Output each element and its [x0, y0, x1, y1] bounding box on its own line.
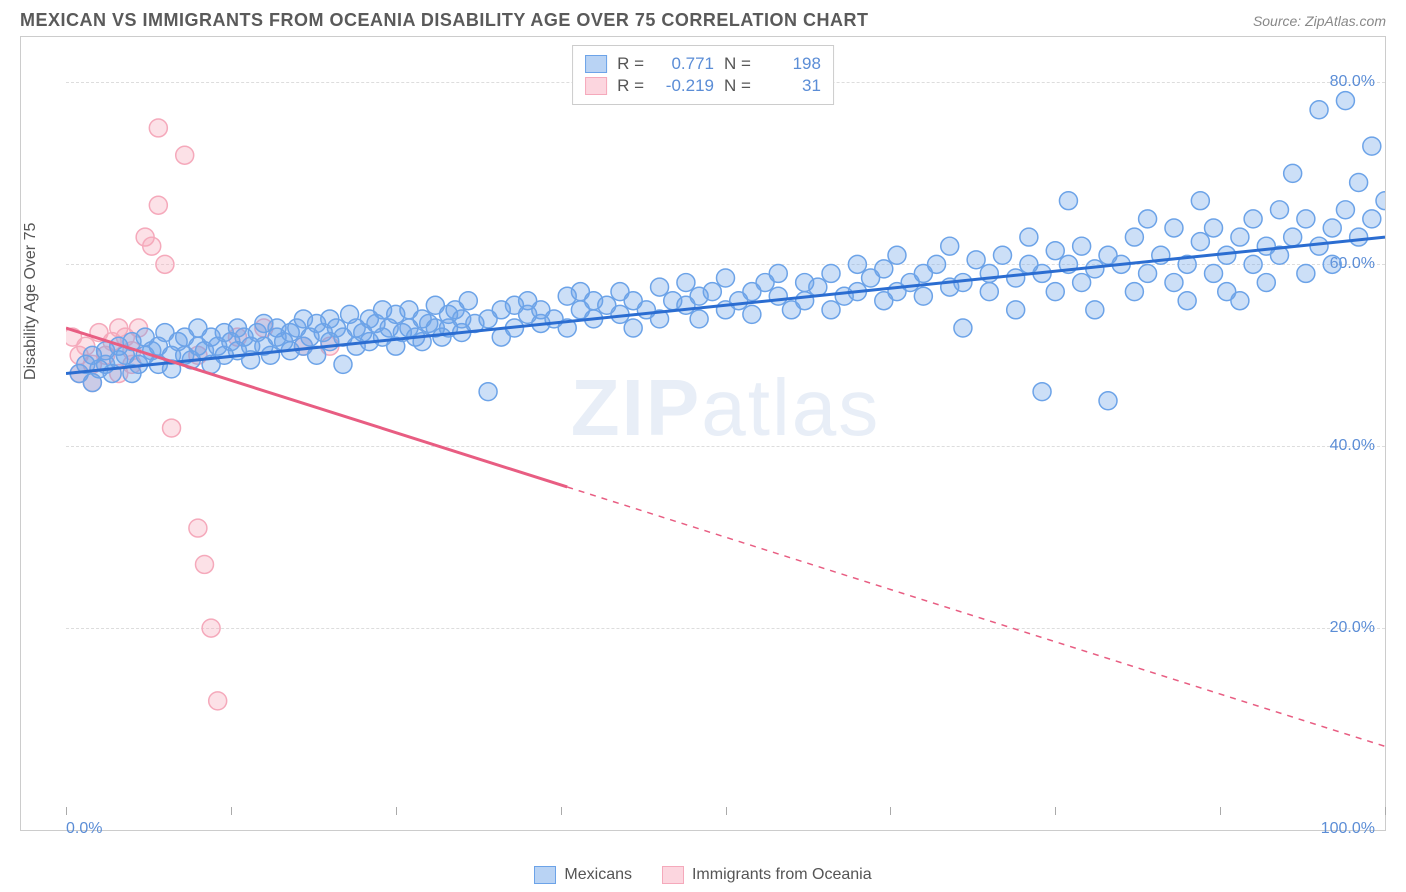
legend-swatch-2	[662, 866, 684, 884]
chart-container: Disability Age Over 75 ZIPatlas 20.0%40.…	[20, 36, 1386, 831]
source-attribution: Source: ZipAtlas.com	[1253, 13, 1386, 29]
legend-item-1: Mexicans	[534, 866, 632, 884]
x-axis-label: 0.0%	[66, 820, 102, 838]
chart-title: MEXICAN VS IMMIGRANTS FROM OCEANIA DISAB…	[20, 10, 869, 31]
legend-label-1: Mexicans	[564, 866, 632, 884]
scatter-svg	[66, 37, 1385, 810]
y-axis-title: Disability Age Over 75	[22, 222, 40, 379]
source-name: ZipAtlas.com	[1305, 13, 1386, 29]
plot-area: ZIPatlas 20.0%40.0%60.0%80.0%0.0%100.0%	[66, 37, 1385, 810]
x-axis-label: 100.0%	[1321, 820, 1375, 838]
source-prefix: Source:	[1253, 13, 1305, 29]
chart-header: MEXICAN VS IMMIGRANTS FROM OCEANIA DISAB…	[0, 0, 1406, 36]
legend-swatch-1	[534, 866, 556, 884]
legend-item-2: Immigrants from Oceania	[662, 866, 872, 884]
bottom-legend: Mexicans Immigrants from Oceania	[0, 866, 1406, 884]
legend-label-2: Immigrants from Oceania	[692, 866, 872, 884]
